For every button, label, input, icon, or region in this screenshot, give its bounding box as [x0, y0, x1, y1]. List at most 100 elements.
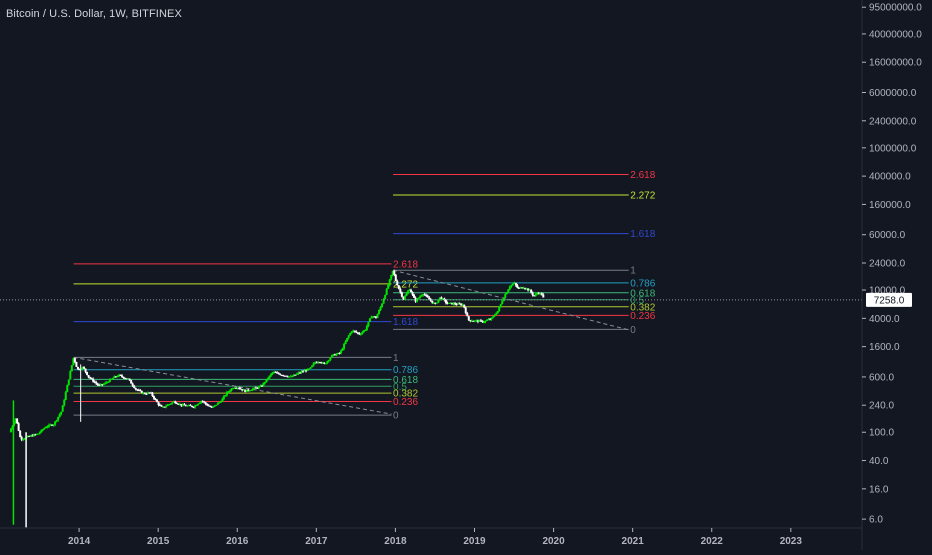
candle-body	[166, 404, 169, 407]
candle-body	[498, 307, 501, 311]
candle-body	[508, 286, 511, 290]
candle-body	[400, 292, 403, 297]
candle-body	[335, 354, 338, 356]
candle-body	[98, 384, 101, 386]
candle-body	[298, 372, 301, 374]
candle-body	[542, 294, 545, 298]
candle-body	[52, 424, 55, 426]
candle-body	[388, 279, 391, 286]
candle-body	[365, 326, 368, 330]
candle-body	[215, 404, 218, 406]
candle-body	[235, 387, 238, 389]
candle-body	[291, 376, 294, 378]
candle-body	[162, 406, 165, 408]
candle-body	[116, 376, 119, 378]
candle-body	[446, 302, 449, 304]
candle-body	[399, 288, 402, 293]
candle-body	[49, 424, 52, 426]
candle-body	[440, 297, 443, 299]
candle-body	[457, 303, 460, 305]
candle-body	[511, 283, 514, 285]
candle-body	[20, 437, 23, 440]
candle-body	[502, 297, 505, 302]
candle-body	[32, 434, 35, 437]
price-tick-label: 1600.0	[869, 342, 900, 353]
candle-body	[344, 341, 347, 345]
candle-body	[429, 299, 432, 301]
candle-body	[321, 362, 324, 364]
time-axis: 2014 2015 2016 2017 2018 2019 2020 2021 2022 2023	[0, 527, 862, 547]
candle-body	[142, 392, 145, 394]
candle-body	[267, 378, 270, 380]
candle-body	[434, 302, 437, 304]
candle-body	[473, 320, 476, 322]
candle-body	[70, 365, 73, 372]
candle-body	[478, 320, 481, 322]
candle-body	[470, 320, 473, 322]
candle-body	[402, 296, 405, 300]
candle-body	[295, 373, 298, 375]
candle-body	[117, 374, 120, 377]
fib-level-label: 0.236	[630, 311, 655, 322]
candle-body	[86, 371, 89, 376]
candle-body	[122, 376, 125, 379]
candle-body	[230, 388, 233, 391]
candle-body	[341, 348, 344, 351]
candle-body	[213, 405, 216, 407]
candle-body	[11, 425, 14, 429]
candle-body	[378, 310, 381, 315]
candle-body	[22, 439, 25, 441]
price-tick-label: 60000.0	[869, 230, 906, 241]
candle-body	[277, 372, 280, 374]
candle-body	[297, 372, 300, 374]
price-tick-label: 100.0	[869, 428, 894, 439]
candle-body	[475, 320, 478, 322]
candle-body	[200, 401, 203, 403]
price-tick-label: 160000.0	[869, 200, 911, 211]
candle-body	[510, 284, 513, 287]
candle-body	[486, 320, 489, 322]
candle-body	[165, 406, 168, 408]
candle-body	[320, 362, 323, 364]
fib-level-label: 1	[393, 353, 399, 364]
candle-body	[507, 289, 510, 293]
price-tick-label: 40000000.0	[869, 29, 922, 40]
candle-body	[58, 414, 61, 417]
candle-body	[420, 295, 423, 297]
candle-body	[308, 368, 311, 370]
candle-body	[66, 384, 69, 393]
candle-body	[104, 382, 107, 384]
candle-body	[422, 294, 425, 296]
candle-body	[219, 401, 222, 403]
candle-body	[206, 404, 209, 406]
price-tick-label: 600.0	[869, 372, 894, 383]
candle-body	[311, 365, 314, 368]
candle-body	[10, 428, 13, 433]
candle-body	[390, 275, 393, 280]
candle-body	[428, 297, 431, 300]
candle-body	[180, 403, 183, 406]
time-tick-label: 2023	[780, 536, 803, 547]
fib-retracements: 2.6182.2721.61810.7860.6180.50.3820.2360…	[73, 170, 656, 422]
candle-body	[371, 316, 374, 318]
candle-body	[29, 435, 32, 437]
candle-body	[487, 319, 490, 321]
candle-body	[113, 376, 116, 379]
candle-body	[121, 375, 124, 377]
candle-body	[463, 304, 466, 308]
candle-body	[48, 424, 51, 427]
candle-body	[458, 303, 461, 305]
candle-body	[435, 302, 438, 304]
candle-body	[327, 360, 330, 362]
candle-body	[175, 403, 178, 405]
candle-body	[224, 395, 227, 397]
candle-body	[83, 367, 86, 369]
candle-body	[294, 374, 297, 376]
candle-body	[437, 299, 440, 303]
candle-body	[413, 294, 416, 298]
candle-body	[174, 401, 177, 404]
candle-body	[391, 270, 394, 276]
candle-body	[352, 330, 355, 332]
